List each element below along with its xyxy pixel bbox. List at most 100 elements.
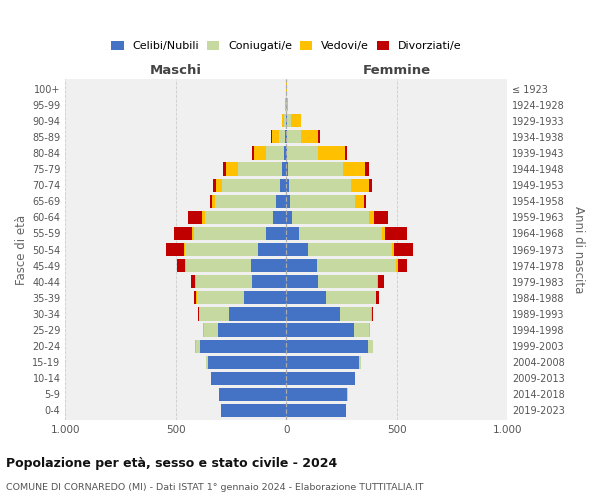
- Bar: [372, 308, 373, 320]
- Bar: [340, 308, 371, 320]
- Bar: [287, 114, 291, 128]
- Bar: [396, 259, 398, 272]
- Bar: [221, 404, 286, 417]
- Bar: [369, 210, 374, 224]
- Bar: [319, 275, 377, 288]
- Bar: [368, 178, 372, 192]
- Bar: [355, 194, 364, 208]
- Bar: [213, 178, 215, 192]
- Bar: [205, 210, 273, 224]
- Bar: [194, 227, 266, 240]
- Bar: [185, 243, 257, 256]
- Bar: [286, 388, 347, 401]
- Bar: [284, 146, 286, 160]
- Bar: [286, 162, 288, 175]
- Bar: [286, 356, 359, 369]
- Bar: [252, 275, 286, 288]
- Bar: [286, 194, 290, 208]
- Bar: [271, 130, 272, 143]
- Bar: [212, 194, 215, 208]
- Bar: [257, 243, 286, 256]
- Bar: [282, 114, 284, 128]
- Bar: [176, 259, 185, 272]
- Bar: [211, 372, 286, 385]
- Bar: [229, 308, 286, 320]
- Bar: [238, 162, 282, 175]
- Text: Popolazione per età, sesso e stato civile - 2024: Popolazione per età, sesso e stato civil…: [6, 458, 337, 470]
- Bar: [326, 291, 376, 304]
- Bar: [394, 243, 413, 256]
- Bar: [308, 243, 392, 256]
- Bar: [223, 162, 226, 175]
- Bar: [197, 308, 199, 320]
- Bar: [278, 130, 285, 143]
- Bar: [287, 146, 319, 160]
- Bar: [365, 162, 370, 175]
- Bar: [398, 259, 407, 272]
- Bar: [208, 356, 286, 369]
- Bar: [273, 210, 286, 224]
- Bar: [286, 146, 287, 160]
- Y-axis label: Anni di nascita: Anni di nascita: [572, 206, 585, 293]
- Bar: [290, 194, 355, 208]
- Text: COMUNE DI CORNAREDO (MI) - Dati ISTAT 1° gennaio 2024 - Elaborazione TUTTITALIA.: COMUNE DI CORNAREDO (MI) - Dati ISTAT 1°…: [6, 484, 424, 492]
- Bar: [184, 243, 185, 256]
- Bar: [203, 324, 218, 336]
- Bar: [197, 291, 244, 304]
- Bar: [286, 178, 289, 192]
- Bar: [385, 227, 407, 240]
- Bar: [209, 194, 212, 208]
- Bar: [286, 340, 368, 352]
- Bar: [376, 291, 379, 304]
- Bar: [345, 146, 347, 160]
- Bar: [317, 259, 396, 272]
- Bar: [286, 372, 355, 385]
- Bar: [188, 210, 202, 224]
- Bar: [286, 404, 346, 417]
- Bar: [351, 178, 368, 192]
- Text: Maschi: Maschi: [150, 64, 202, 76]
- Bar: [200, 340, 286, 352]
- Bar: [266, 227, 286, 240]
- Bar: [277, 194, 286, 208]
- Legend: Celibi/Nubili, Coniugati/e, Vedovi/e, Divorziati/e: Celibi/Nubili, Coniugati/e, Vedovi/e, Di…: [109, 38, 464, 54]
- Bar: [194, 291, 196, 304]
- Bar: [173, 227, 193, 240]
- Bar: [191, 275, 196, 288]
- Bar: [199, 308, 229, 320]
- Text: Femmine: Femmine: [363, 64, 431, 76]
- Bar: [368, 340, 373, 352]
- Y-axis label: Fasce di età: Fasce di età: [15, 214, 28, 284]
- Bar: [319, 130, 320, 143]
- Bar: [202, 210, 205, 224]
- Bar: [251, 259, 286, 272]
- Bar: [284, 114, 286, 128]
- Bar: [219, 388, 286, 401]
- Bar: [378, 275, 383, 288]
- Bar: [286, 130, 287, 143]
- Bar: [254, 146, 266, 160]
- Bar: [286, 259, 317, 272]
- Bar: [252, 146, 254, 160]
- Bar: [291, 114, 301, 128]
- Bar: [215, 178, 222, 192]
- Bar: [196, 340, 200, 352]
- Bar: [280, 178, 286, 192]
- Bar: [186, 259, 251, 272]
- Bar: [244, 291, 286, 304]
- Bar: [286, 243, 308, 256]
- Bar: [343, 162, 365, 175]
- Bar: [286, 210, 292, 224]
- Bar: [272, 130, 278, 143]
- Bar: [218, 324, 286, 336]
- Bar: [392, 243, 394, 256]
- Bar: [319, 146, 345, 160]
- Bar: [286, 275, 319, 288]
- Bar: [287, 130, 301, 143]
- Bar: [193, 227, 194, 240]
- Bar: [285, 130, 286, 143]
- Bar: [289, 178, 351, 192]
- Bar: [222, 178, 280, 192]
- Bar: [226, 162, 238, 175]
- Bar: [301, 130, 319, 143]
